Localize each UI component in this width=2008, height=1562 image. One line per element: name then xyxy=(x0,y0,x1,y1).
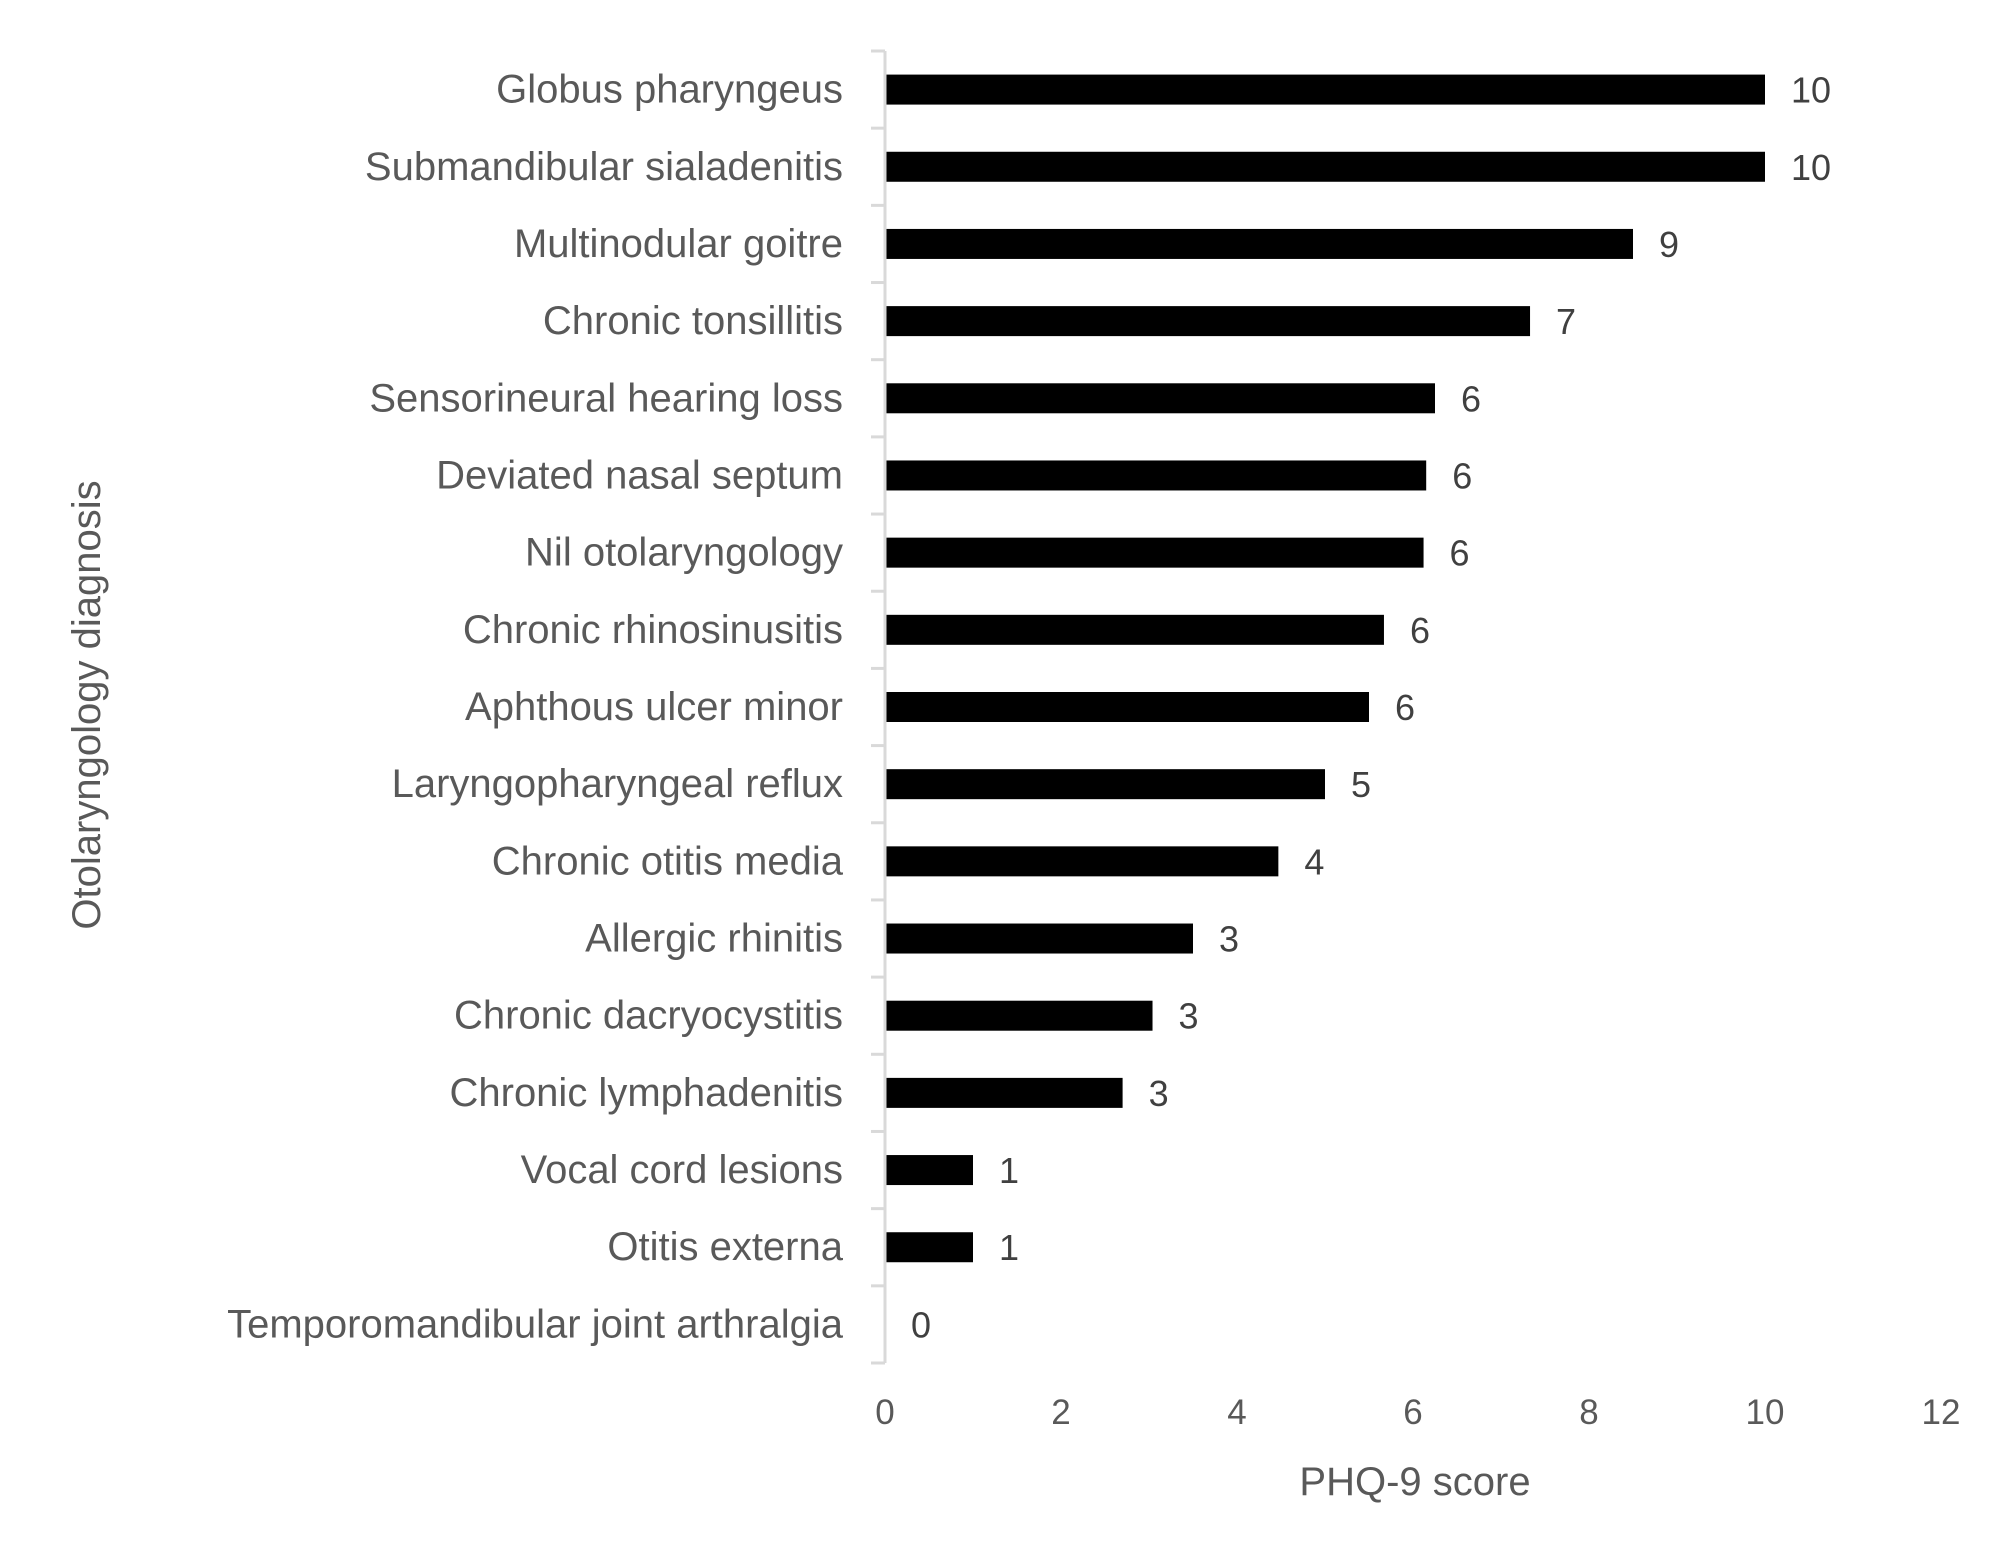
bar xyxy=(885,537,1424,568)
x-axis-title: PHQ-9 score xyxy=(1299,1460,1530,1504)
bar xyxy=(885,228,1633,259)
category-label: Aphthous ulcer minor xyxy=(465,685,843,729)
bar xyxy=(885,306,1531,337)
category-label: Globus pharyngeus xyxy=(496,68,843,112)
category-label: Chronic dacryocystitis xyxy=(454,994,843,1038)
data-label: 10 xyxy=(1791,70,1831,111)
data-label: 6 xyxy=(1452,455,1472,496)
category-label: Chronic otitis media xyxy=(492,839,844,883)
data-label: 7 xyxy=(1556,301,1576,342)
bar xyxy=(885,692,1369,722)
category-label: Allergic rhinitis xyxy=(585,917,843,961)
x-tick-label: 4 xyxy=(1227,1393,1246,1432)
bar xyxy=(885,1000,1153,1031)
bar xyxy=(885,923,1193,954)
category-label: Multinodular goitre xyxy=(514,222,843,266)
x-tick-label: 8 xyxy=(1579,1393,1598,1432)
category-label: Laryngopharyngeal reflux xyxy=(392,762,843,806)
data-label: 4 xyxy=(1304,841,1324,882)
bar xyxy=(885,460,1427,491)
category-label: Submandibular sialadenitis xyxy=(365,145,843,189)
x-tick-label: 0 xyxy=(875,1393,894,1432)
data-label: 9 xyxy=(1659,224,1679,265)
category-labels-group: Globus pharyngeus Submandibular sialadeni… xyxy=(227,68,844,1347)
data-label: 3 xyxy=(1179,996,1199,1037)
x-tick-label: 12 xyxy=(1922,1393,1961,1432)
category-label: Nil otolaryngology xyxy=(525,531,843,575)
x-tick-label: 10 xyxy=(1746,1393,1785,1432)
category-label: Vocal cord lesions xyxy=(521,1148,843,1192)
y-axis-title: Otolaryngology diagnosis xyxy=(65,480,109,929)
axes-group: 0 2 4 6 8 10 12 xyxy=(871,49,1961,1432)
bars-group xyxy=(885,74,1765,1263)
data-label: 6 xyxy=(1461,378,1481,419)
bar xyxy=(885,1077,1123,1108)
category-label: Deviated nasal septum xyxy=(436,453,843,497)
bar xyxy=(885,383,1435,414)
data-label: 6 xyxy=(1450,533,1470,574)
data-label: 3 xyxy=(1219,919,1239,960)
data-label: 10 xyxy=(1791,147,1831,188)
category-label: Chronic tonsillitis xyxy=(543,299,843,343)
category-label: Chronic lymphadenitis xyxy=(449,1071,843,1115)
bar xyxy=(885,1232,973,1263)
category-label: Temporomandibular joint arthralgia xyxy=(227,1302,844,1346)
data-label: 5 xyxy=(1351,764,1371,805)
data-label: 3 xyxy=(1149,1073,1169,1114)
bar xyxy=(885,151,1765,182)
category-label: Chronic rhinosinusitis xyxy=(463,608,843,652)
x-tick-label: 6 xyxy=(1403,1393,1422,1432)
category-label: Sensorineural hearing loss xyxy=(369,376,843,420)
data-label: 0 xyxy=(911,1304,931,1345)
data-label: 6 xyxy=(1410,610,1430,651)
bar xyxy=(885,769,1325,800)
data-label: 1 xyxy=(999,1150,1019,1191)
bar xyxy=(885,614,1384,645)
category-label: Otitis externa xyxy=(607,1225,843,1269)
data-label: 6 xyxy=(1395,687,1415,728)
x-tick-label: 2 xyxy=(1051,1393,1070,1432)
data-label: 1 xyxy=(999,1227,1019,1268)
bar xyxy=(885,1155,973,1186)
bar xyxy=(885,74,1765,105)
bar xyxy=(885,846,1279,877)
